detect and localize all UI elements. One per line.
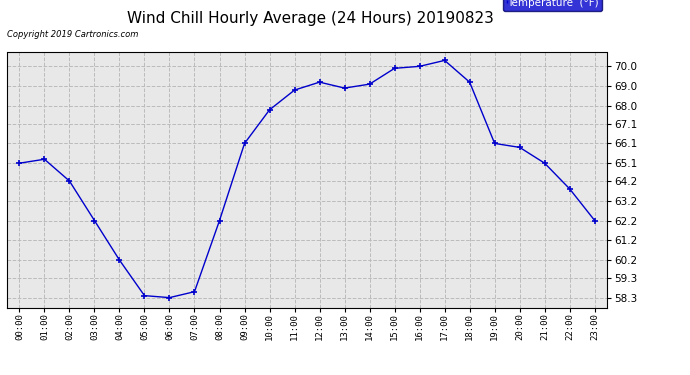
Legend: Temperature  (°F): Temperature (°F) — [503, 0, 602, 11]
Text: Wind Chill Hourly Average (24 Hours) 20190823: Wind Chill Hourly Average (24 Hours) 201… — [127, 11, 494, 26]
Text: Copyright 2019 Cartronics.com: Copyright 2019 Cartronics.com — [7, 30, 138, 39]
